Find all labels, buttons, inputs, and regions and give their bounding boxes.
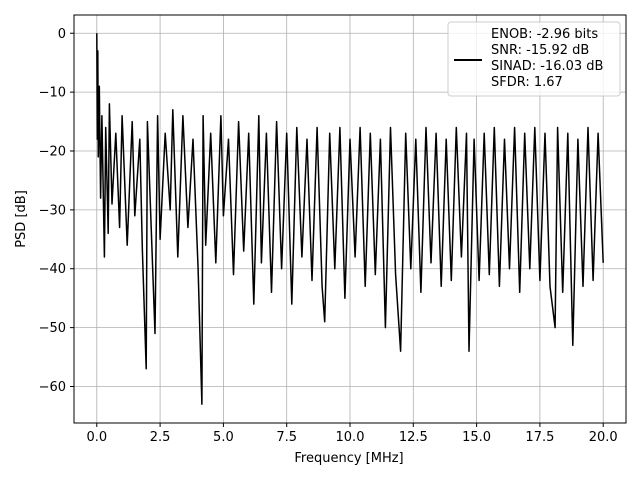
- legend-box: [447, 21, 621, 97]
- y-tick-label: 0: [58, 27, 66, 42]
- y-tick-label: −20: [39, 145, 66, 160]
- legend-snr: SNR: -15.92 dB: [491, 43, 589, 58]
- x-tick-label: 17.5: [525, 430, 554, 445]
- y-axis-label: PSD [dB]: [14, 190, 29, 248]
- psd-series-line: [96, 33, 604, 405]
- x-tick-label: 12.5: [399, 430, 428, 445]
- x-tick-label: 10.0: [336, 430, 365, 445]
- legend-enob: ENOB: -2.96 bits: [491, 27, 598, 42]
- y-tick-label: −60: [39, 380, 66, 395]
- legend-sfdr: SFDR: 1.67: [491, 75, 563, 90]
- x-tick-label: 7.5: [276, 430, 297, 445]
- legend-sinad: SINAD: -16.03 dB: [491, 59, 603, 74]
- y-tick-label: −30: [39, 203, 66, 218]
- y-tick-label: −50: [39, 321, 66, 336]
- y-tick-label: −40: [39, 262, 66, 277]
- y-tick-label: −10: [39, 86, 66, 101]
- legend: ENOB: -2.96 bits SNR: -15.92 dB SINAD: -…: [447, 21, 621, 97]
- x-tick-label: 20.0: [589, 430, 618, 445]
- x-tick-label: 15.0: [462, 430, 491, 445]
- x-tick-label: 2.5: [150, 430, 171, 445]
- series-layer: [96, 33, 604, 405]
- ticks: 0.0 2.5 5.0 7.5 10.0 12.5 15.0 17.5 20.0 0 −10 −20 −…: [39, 27, 618, 445]
- x-axis-label: Frequency [MHz]: [294, 451, 403, 466]
- x-tick-label: 0.0: [86, 430, 107, 445]
- x-tick-label: 5.0: [213, 430, 234, 445]
